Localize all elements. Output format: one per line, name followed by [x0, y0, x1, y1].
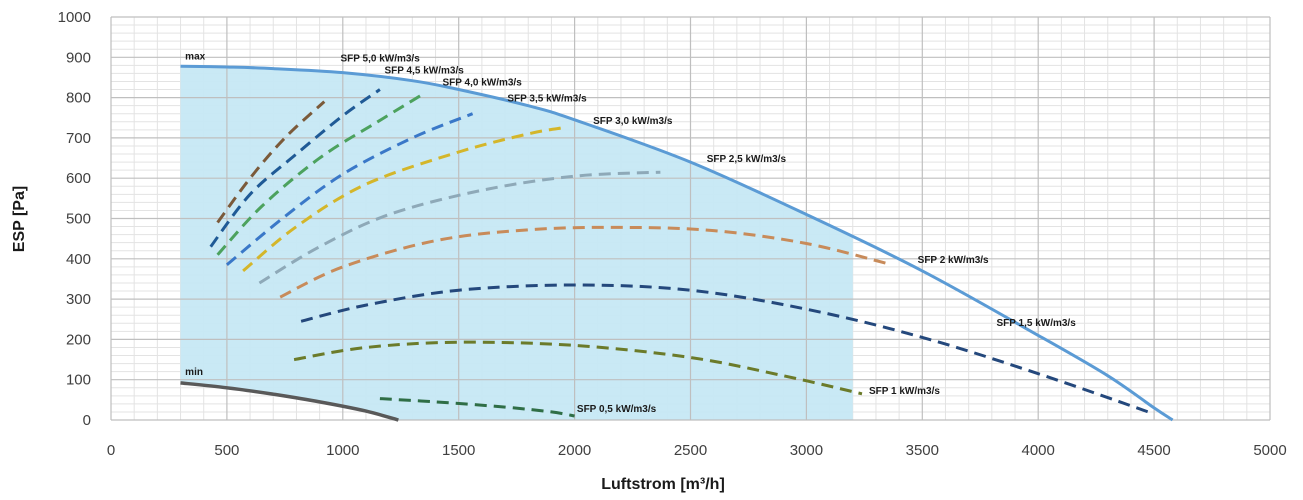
- x-tick-label: 2000: [558, 442, 591, 459]
- x-tick-label: 5000: [1253, 442, 1286, 459]
- x-tick-label: 3000: [790, 442, 823, 459]
- sfp-curve: [216, 92, 425, 256]
- x-tick-label: 1500: [442, 442, 475, 459]
- major-grid: [110, 16, 1271, 421]
- y-tick-label: 100: [66, 372, 91, 389]
- sfp-label: SFP 0,5 kW/m3/s: [577, 404, 657, 415]
- sfp-curve: [216, 100, 326, 224]
- y-tick-label: 300: [66, 291, 91, 308]
- series-layer: [180, 64, 1174, 422]
- min-curve: [180, 381, 399, 422]
- y-tick-label: 900: [66, 49, 91, 66]
- sfp-curve: [300, 283, 1155, 416]
- x-tick-label: 4500: [1137, 442, 1170, 459]
- sfp-curve: [242, 126, 564, 273]
- x-tick-label: 1000: [326, 442, 359, 459]
- x-axis-title: Luftstrom [m³/h]: [601, 476, 725, 493]
- x-tick-label: 2500: [674, 442, 707, 459]
- sfp-curve: [209, 88, 381, 248]
- sfp-curve: [258, 170, 661, 285]
- y-axis-title: ESP [Pa]: [11, 186, 28, 252]
- y-tick-label: 1000: [58, 9, 91, 26]
- x-tick-label: 3500: [906, 442, 939, 459]
- sfp-label: SFP 1,5 kW/m3/s: [996, 318, 1076, 329]
- min-label: min: [185, 367, 203, 378]
- y-tick-label: 400: [66, 251, 91, 268]
- sfp-label: SFP 4,5 kW/m3/s: [385, 65, 465, 76]
- sfp-label: SFP 3,0 kW/m3/s: [593, 116, 673, 127]
- y-tick-label: 800: [66, 90, 91, 107]
- x-tick-label: 0: [107, 442, 115, 459]
- sfp-curve: [279, 225, 888, 299]
- sfp-label: SFP 2 kW/m3/s: [918, 255, 989, 266]
- sfp-label: SFP 2,5 kW/m3/s: [707, 154, 787, 165]
- max-curve: [180, 64, 1174, 422]
- sfp-label: SFP 4,0 kW/m3/s: [442, 77, 522, 88]
- y-tick-label: 200: [66, 331, 91, 348]
- x-tick-label: 500: [214, 442, 239, 459]
- tick-layer: 0 500 1000 1500 2000 2500 3000 3500 4000 4500 5000…: [58, 9, 1287, 459]
- y-tick-label: 500: [66, 211, 91, 228]
- sfp-curve: [379, 397, 575, 418]
- y-tick-label: 0: [83, 412, 91, 429]
- max-label: max: [185, 51, 205, 62]
- sfp-label: SFP 1 kW/m3/s: [869, 386, 940, 397]
- sfp-curve: [225, 112, 474, 266]
- y-tick-label: 700: [66, 130, 91, 147]
- sfp-label: SFP 5,0 kW/m3/s: [340, 53, 420, 64]
- y-tick-label: 600: [66, 170, 91, 187]
- x-tick-label: 4000: [1022, 442, 1055, 459]
- sfp-label: SFP 3,5 kW/m3/s: [507, 94, 587, 105]
- operating-area: [180, 66, 853, 420]
